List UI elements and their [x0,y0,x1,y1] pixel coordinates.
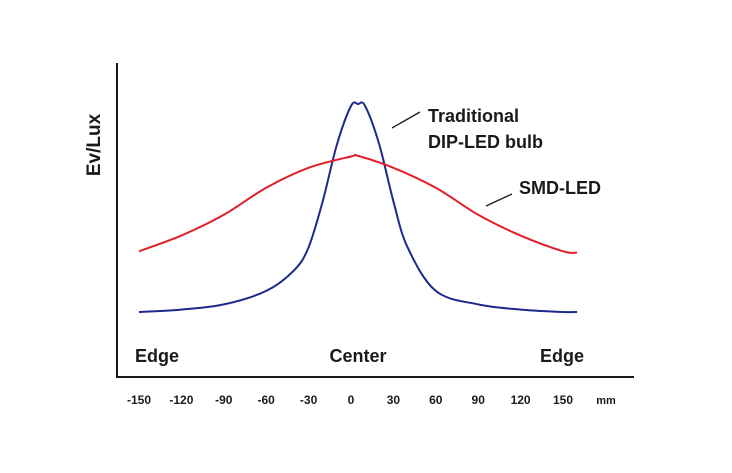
x-tick-label: -60 [258,393,276,407]
x-tick-label: 90 [472,393,486,407]
dip-led-series-line [138,101,578,314]
x-tick-label: 0 [348,393,355,407]
tick-labels: -150 -120 -90 -60 -30 0 30 60 90 120 150 [127,393,573,407]
region-label-left: Edge [135,346,179,366]
axes [116,63,634,378]
x-tick-label: 120 [511,393,531,407]
dip-led-series-label-line-2: DIP-LED bulb [428,132,543,152]
x-tick-label: 30 [387,393,401,407]
dip-led-series-label-line-1: Traditional [428,106,519,126]
region-label-center: Center [329,346,386,366]
series-lines [138,101,578,314]
x-tick-label: 60 [429,393,443,407]
x-unit-label: mm [596,395,616,407]
dip-led-series-label: Traditional DIP-LED bulb [428,106,543,152]
y-axis-label: Ev/Lux [84,113,105,176]
smd-led-leader-line [485,193,513,207]
smd-led-series-line [138,153,578,254]
smd-led-series-label: SMD-LED [519,178,601,198]
x-tick-label: -120 [169,393,193,407]
x-tick-label: -150 [127,393,151,407]
dip-led-leader-line [391,111,421,129]
x-tick-label: -30 [300,393,318,407]
x-tick-label: -90 [215,393,233,407]
region-label-right: Edge [540,346,584,366]
x-tick-label: 150 [553,393,573,407]
